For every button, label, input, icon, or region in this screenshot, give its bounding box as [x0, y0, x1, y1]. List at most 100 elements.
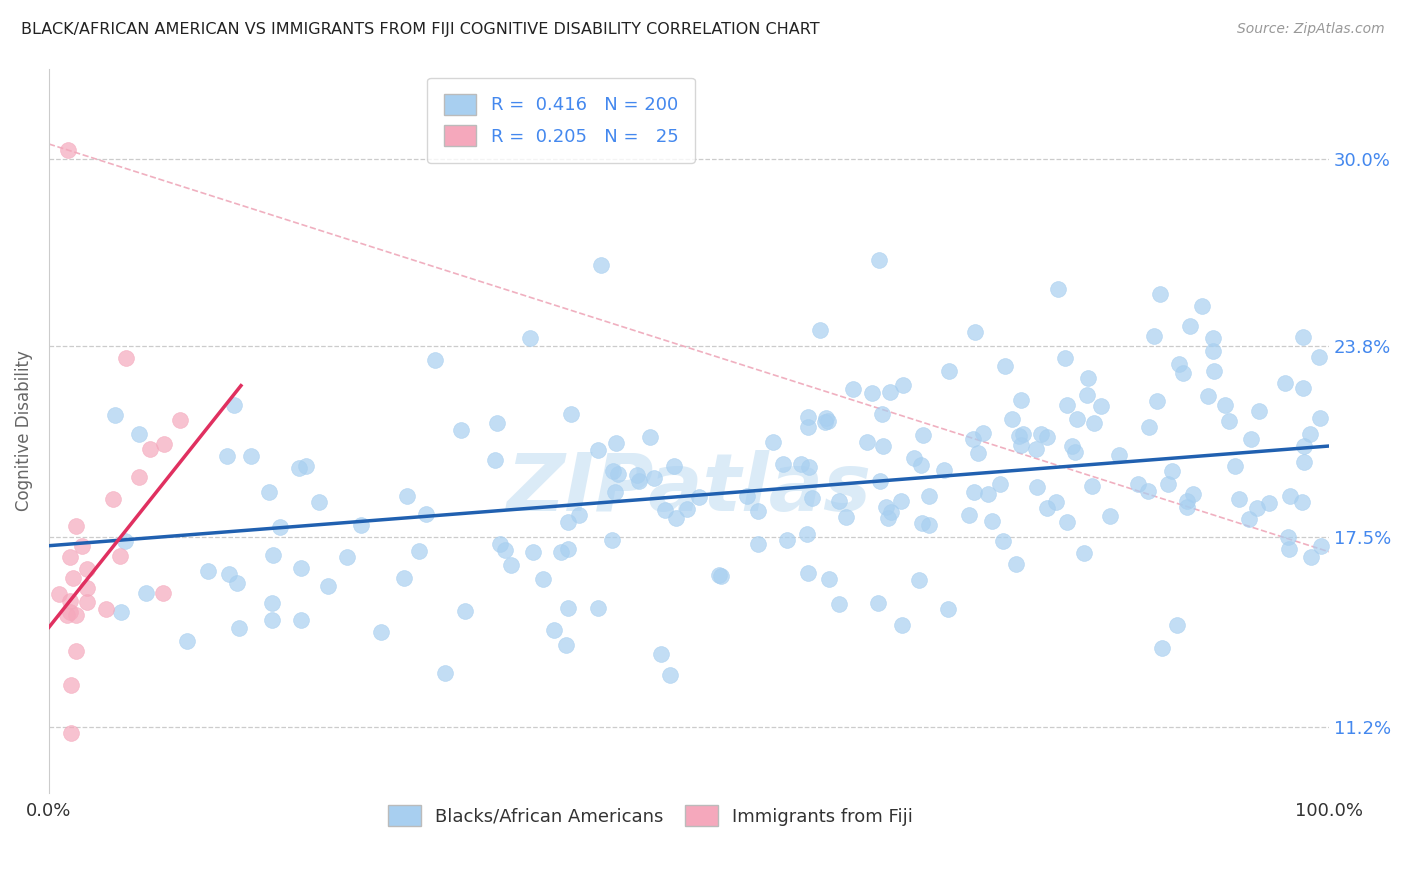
Point	[101, 492, 124, 507]
Point	[603, 485, 626, 500]
Point	[903, 450, 925, 465]
Point	[1008, 428, 1031, 442]
Point	[169, 413, 191, 427]
Point	[907, 573, 929, 587]
Legend: Blacks/African Americans, Immigrants from Fiji: Blacks/African Americans, Immigrants fro…	[380, 797, 922, 835]
Point	[797, 459, 820, 474]
Point	[1150, 640, 1173, 655]
Point	[269, 520, 291, 534]
Point	[259, 485, 281, 500]
Point	[1197, 389, 1219, 403]
Point	[226, 575, 249, 590]
Point	[1001, 412, 1024, 426]
Point	[1011, 427, 1033, 442]
Point	[1047, 282, 1070, 296]
Point	[501, 558, 523, 573]
Point	[1258, 496, 1281, 510]
Point	[818, 573, 841, 587]
Point	[801, 491, 824, 505]
Point	[855, 434, 877, 449]
Point	[676, 502, 699, 516]
Point	[76, 581, 98, 595]
Point	[1309, 540, 1331, 554]
Text: BLACK/AFRICAN AMERICAN VS IMMIGRANTS FROM FIJI COGNITIVE DISABILITY CORRELATION : BLACK/AFRICAN AMERICAN VS IMMIGRANTS FRO…	[21, 22, 820, 37]
Point	[1274, 376, 1296, 391]
Point	[262, 549, 284, 563]
Point	[1291, 495, 1313, 509]
Point	[938, 364, 960, 378]
Point	[747, 504, 769, 518]
Point	[650, 647, 672, 661]
Point	[962, 432, 984, 446]
Point	[870, 407, 893, 421]
Point	[710, 569, 733, 583]
Point	[1223, 458, 1246, 473]
Point	[217, 449, 239, 463]
Point	[662, 458, 685, 473]
Point	[65, 607, 87, 622]
Point	[560, 407, 582, 421]
Point	[586, 442, 609, 457]
Point	[108, 549, 131, 563]
Point	[876, 510, 898, 524]
Point	[891, 378, 914, 392]
Point	[1010, 438, 1032, 452]
Point	[48, 587, 70, 601]
Point	[993, 533, 1015, 548]
Point	[396, 489, 419, 503]
Point	[600, 533, 623, 547]
Point	[94, 601, 117, 615]
Point	[1025, 480, 1047, 494]
Point	[1171, 366, 1194, 380]
Point	[910, 458, 932, 472]
Point	[139, 442, 162, 456]
Point	[963, 326, 986, 340]
Point	[659, 668, 682, 682]
Point	[65, 643, 87, 657]
Point	[1090, 399, 1112, 413]
Point	[966, 446, 988, 460]
Point	[957, 508, 980, 523]
Point	[197, 564, 219, 578]
Point	[918, 489, 941, 503]
Text: Source: ZipAtlas.com: Source: ZipAtlas.com	[1237, 22, 1385, 37]
Point	[707, 568, 730, 582]
Point	[1213, 399, 1236, 413]
Point	[1142, 328, 1164, 343]
Point	[318, 579, 340, 593]
Point	[240, 449, 263, 463]
Point	[866, 597, 889, 611]
Point	[336, 549, 359, 564]
Point	[638, 430, 661, 444]
Point	[1292, 455, 1315, 469]
Point	[1066, 412, 1088, 426]
Y-axis label: Cognitive Disability: Cognitive Disability	[15, 351, 32, 511]
Point	[1240, 432, 1263, 446]
Point	[434, 666, 457, 681]
Point	[934, 463, 956, 477]
Point	[1064, 445, 1087, 459]
Point	[519, 330, 541, 344]
Point	[228, 621, 250, 635]
Point	[392, 572, 415, 586]
Point	[1292, 381, 1315, 395]
Point	[586, 600, 609, 615]
Point	[790, 457, 813, 471]
Point	[665, 511, 688, 525]
Point	[872, 439, 894, 453]
Point	[56, 143, 79, 157]
Point	[1249, 404, 1271, 418]
Point	[1025, 442, 1047, 456]
Point	[776, 533, 799, 548]
Text: ZIPatlas: ZIPatlas	[506, 450, 872, 528]
Point	[1010, 392, 1032, 407]
Point	[828, 494, 851, 508]
Point	[290, 560, 312, 574]
Point	[868, 253, 890, 268]
Point	[450, 423, 472, 437]
Point	[808, 323, 831, 337]
Point	[1146, 394, 1168, 409]
Point	[1191, 299, 1213, 313]
Point	[1301, 550, 1323, 565]
Point	[531, 572, 554, 586]
